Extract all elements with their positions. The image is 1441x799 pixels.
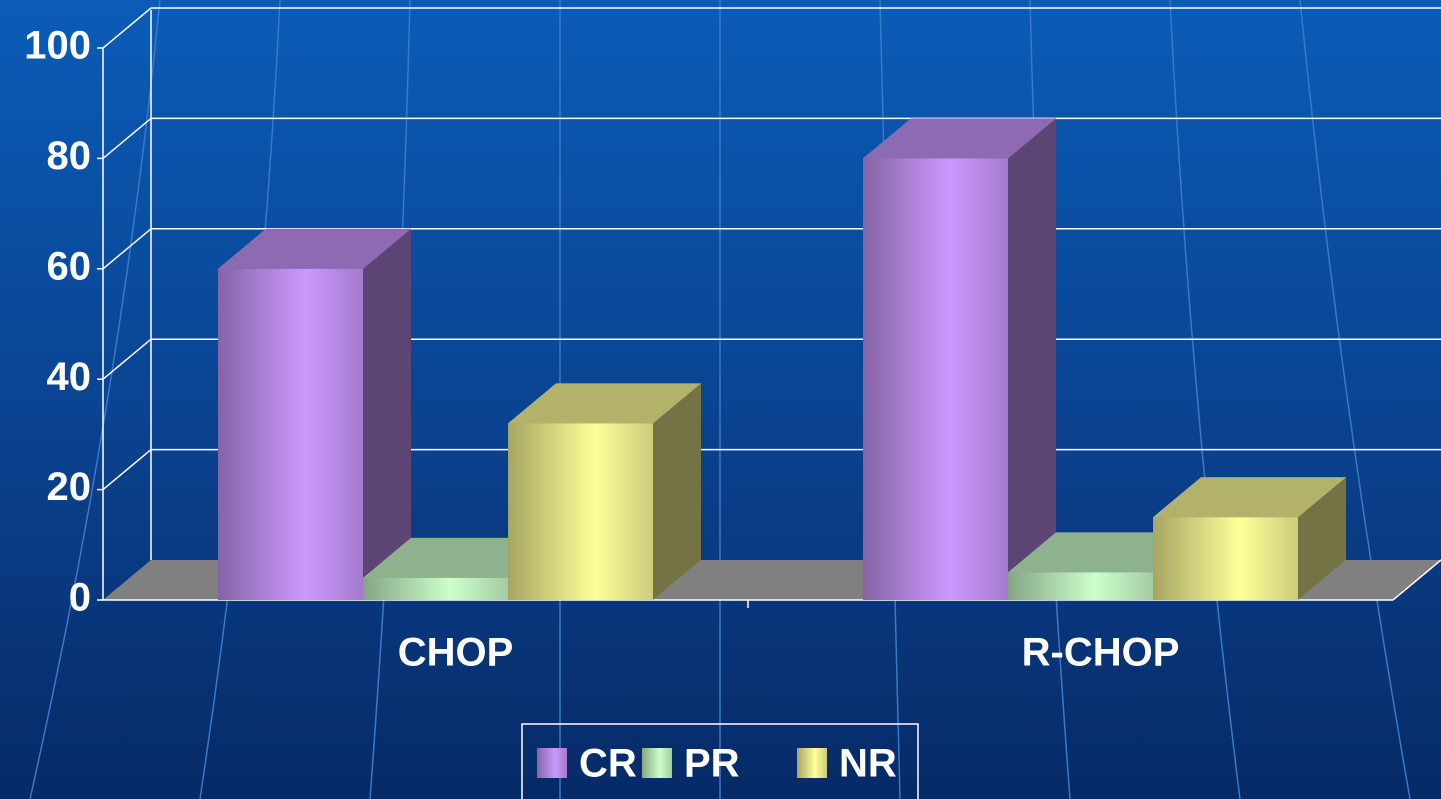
bar-top xyxy=(508,383,701,424)
legend-swatch-shade xyxy=(537,748,567,778)
y-tick-label: 0 xyxy=(69,576,91,620)
bar-side-shade xyxy=(1008,118,1056,601)
bar-top xyxy=(218,228,411,269)
legend-label: CR xyxy=(579,742,637,786)
bar-side-shade xyxy=(653,383,701,600)
bar-top-shade xyxy=(218,228,411,269)
legend-box xyxy=(521,723,919,799)
bar-top-shade xyxy=(1153,477,1346,518)
bar-shade xyxy=(863,158,1008,600)
bar-top-shade xyxy=(363,537,556,578)
legend-swatch-shade xyxy=(797,748,827,778)
bar-top xyxy=(363,537,556,578)
bar-side-shade xyxy=(363,228,411,601)
grid-line-side xyxy=(102,338,152,380)
y-tick-label: 80 xyxy=(47,134,92,178)
grid-line-side xyxy=(102,449,152,491)
bar-shade xyxy=(218,268,363,600)
y-tick-label: 60 xyxy=(47,244,92,288)
bar-shade xyxy=(508,423,653,600)
bar-top xyxy=(1008,532,1201,573)
x-tick-label: R-CHOP xyxy=(1022,631,1180,675)
y-tick-label: 40 xyxy=(47,355,92,399)
y-tick-label: 100 xyxy=(24,24,91,68)
bar-shade xyxy=(1008,572,1153,600)
legend-swatch-shade xyxy=(642,748,672,778)
bar-top-shade xyxy=(508,383,701,424)
bar-shade xyxy=(1153,517,1298,600)
bar-top xyxy=(1153,477,1346,518)
bar-top-shade xyxy=(863,118,1056,159)
bar-top xyxy=(863,118,1056,159)
bar-side-shade xyxy=(1298,477,1346,600)
floor-edge xyxy=(1392,559,1441,601)
grid-line-side xyxy=(102,228,152,270)
y-tick-label: 20 xyxy=(47,465,92,509)
bar-shade xyxy=(363,577,508,600)
bar-top-shade xyxy=(1008,532,1201,573)
x-tick-label: CHOP xyxy=(398,631,514,675)
legend-label: PR xyxy=(684,742,740,786)
grid-line-side xyxy=(102,117,152,159)
legend-label: NR xyxy=(839,742,897,786)
grid-line-side xyxy=(102,7,152,49)
